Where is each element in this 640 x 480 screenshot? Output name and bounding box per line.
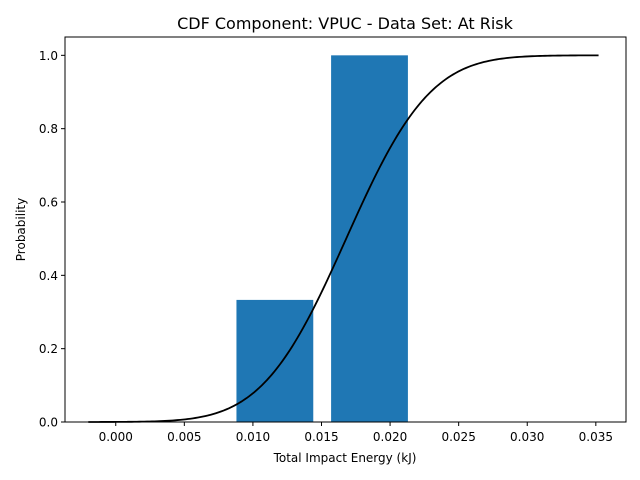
x-tick-label: 0.010	[236, 430, 270, 444]
y-tick-label: 1.0	[39, 49, 58, 63]
y-tick-label: 0.8	[39, 122, 58, 136]
plot-frame	[64, 36, 627, 423]
y-tick-label: 0.6	[39, 196, 58, 210]
bar-2	[331, 55, 408, 422]
bar-1	[236, 299, 314, 422]
y-axis-ticks: 0.0 0.2 0.4 0.6 0.8 1.0	[39, 49, 65, 430]
chart-title: CDF Component: VPUC - Data Set: At Risk	[177, 14, 514, 33]
x-tick-label: 0.030	[510, 430, 544, 444]
x-tick-label: 0.025	[441, 430, 475, 444]
x-tick-label: 0.000	[99, 430, 133, 444]
x-tick-label: 0.035	[579, 430, 613, 444]
y-tick-label: 0.2	[39, 342, 58, 356]
x-axis-label: Total Impact Energy (kJ)	[273, 451, 417, 465]
y-tick-label: 0.0	[39, 416, 58, 430]
y-tick-label: 0.4	[39, 269, 58, 283]
x-tick-label: 0.015	[304, 430, 338, 444]
x-axis-ticks: 0.000 0.005 0.010 0.015 0.020 0.025 0.030 0.035	[99, 422, 613, 444]
y-axis-label: Probability	[14, 198, 28, 261]
x-tick-label: 0.020	[373, 430, 407, 444]
x-tick-label: 0.005	[167, 430, 201, 444]
bar-series	[236, 55, 408, 422]
cdf-curve	[88, 54, 599, 423]
